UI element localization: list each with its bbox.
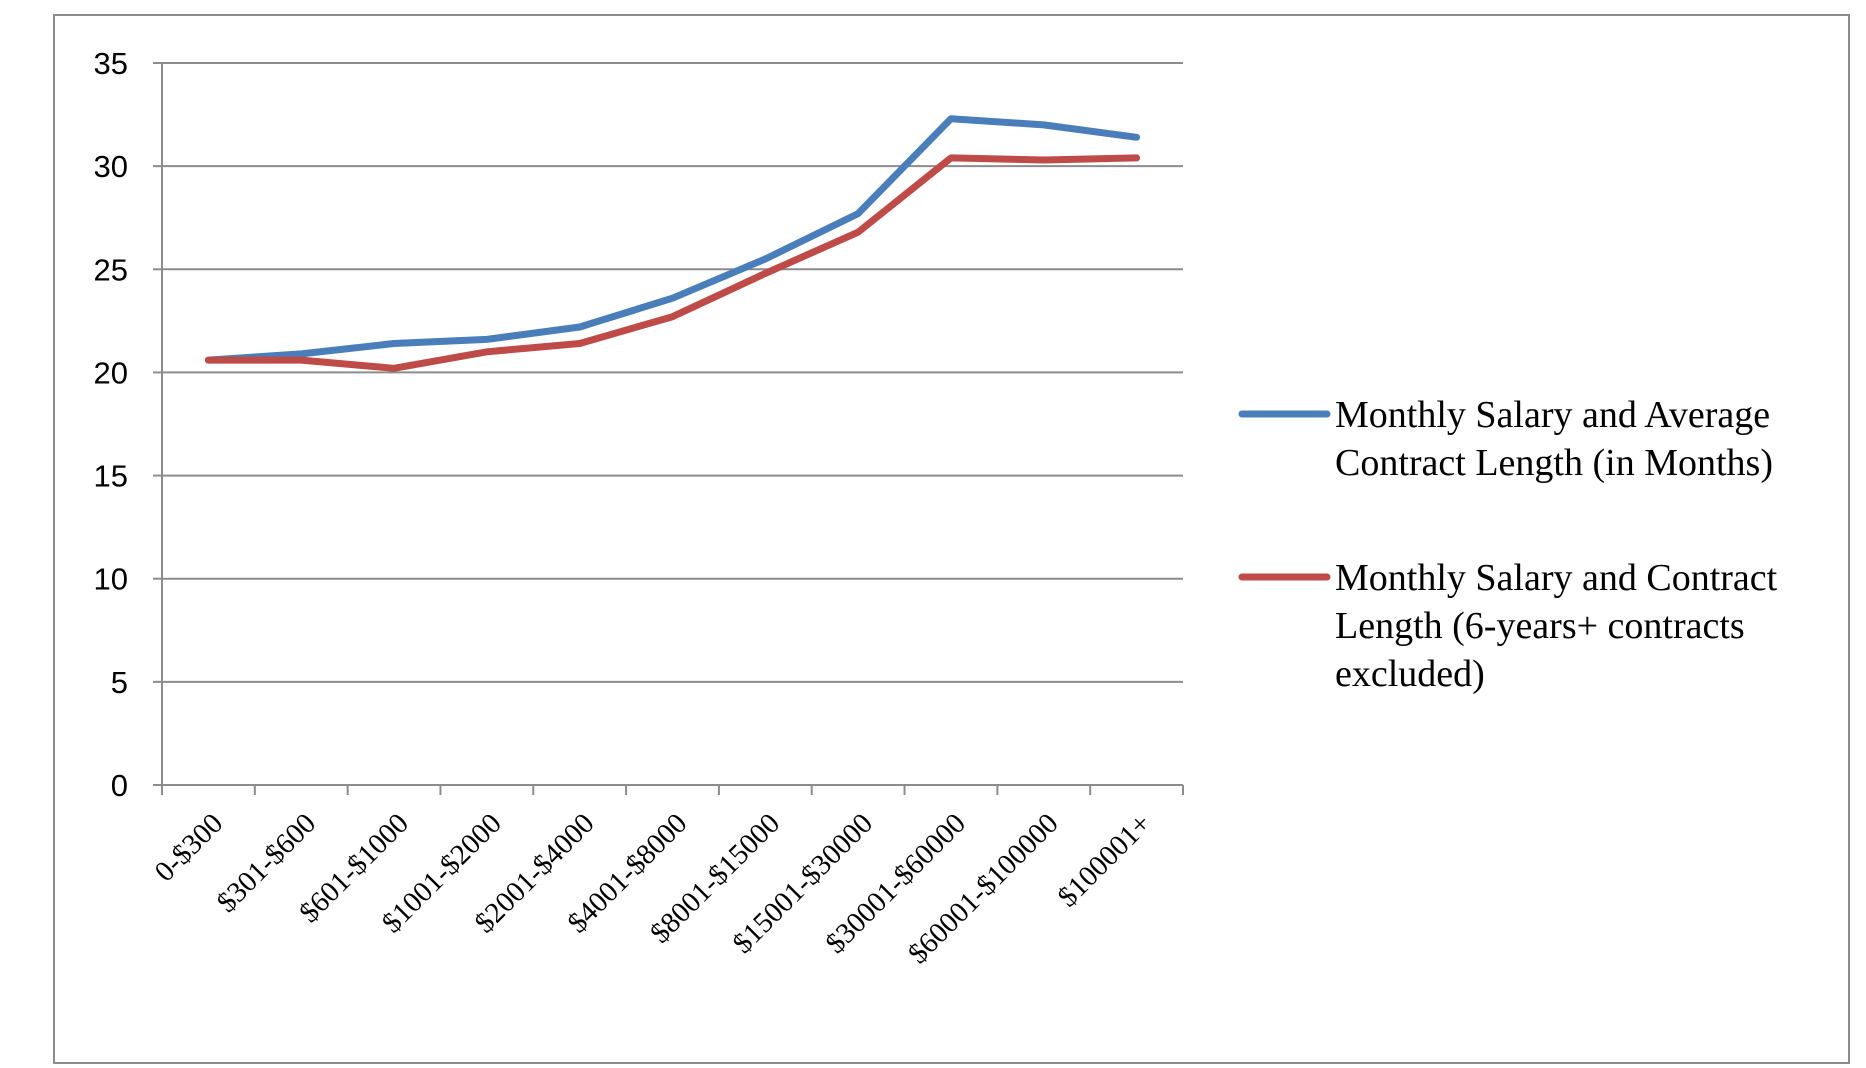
y-axis-tick-labels: 0 5 10 15 20 25 30 35 [94,46,128,803]
y-tick-label: 35 [94,46,128,81]
x-tick-label: $100001+ [1052,807,1158,913]
series-lines [204,115,1141,372]
legend-label: Length (6-years+ contracts [1335,605,1745,647]
x-tick-label: 0-$300 [149,807,230,888]
legend: Monthly Salary and Average Contract Lengt… [1238,394,1778,695]
x-axis-tick-labels: 0-$300$301-$600$601-$1000$1001-$2000$200… [149,807,1158,970]
y-tick-label: 0 [111,768,128,803]
axes [153,62,1184,795]
legend-label: Monthly Salary and Contract [1335,557,1778,599]
y-tick-label: 10 [94,562,128,597]
series-line-2 [204,154,1141,372]
legend-label: excluded) [1335,653,1485,695]
y-tick-label: 5 [111,665,128,700]
y-tick-label: 30 [94,149,128,184]
line-chart: 0 5 10 15 20 25 30 35 0-$300$301-$600$601-$1000… [94,46,1778,970]
legend-label: Monthly Salary and Average [1335,394,1770,436]
y-tick-label: 15 [94,459,128,494]
gridlines [162,62,1183,683]
y-tick-label: 20 [94,355,128,390]
legend-label: Contract Length (in Months) [1335,442,1773,484]
y-tick-label: 25 [94,252,128,287]
series-line-1 [204,115,1141,364]
chart-frame: 0 5 10 15 20 25 30 35 0-$300 $301-$600 $601-$1000… [53,14,1850,1064]
